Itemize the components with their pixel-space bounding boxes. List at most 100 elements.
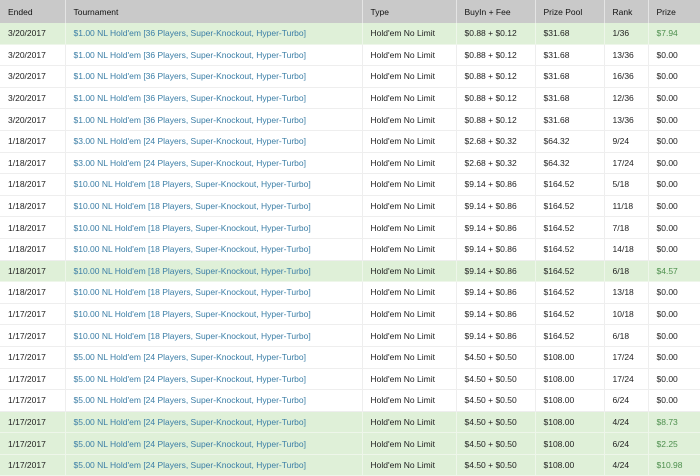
type-cell: Hold'em No Limit — [362, 130, 457, 153]
tournament-link[interactable]: $1.00 NL Hold'em [36 Players, Super-Knoc… — [65, 23, 363, 45]
ended-cell: 1/18/2017 — [0, 173, 66, 196]
tournament-link[interactable]: $10.00 NL Hold'em [18 Players, Super-Kno… — [65, 195, 363, 218]
rank-cell: 6/24 — [604, 389, 649, 412]
buyin-fee-cell: $9.14 + $0.86 — [456, 173, 536, 196]
type-cell: Hold'em No Limit — [362, 454, 457, 476]
buyin-fee-cell: $0.88 + $0.12 — [456, 87, 536, 110]
prize-pool-cell: $164.52 — [535, 281, 605, 304]
ended-cell: 1/18/2017 — [0, 130, 66, 153]
tournament-link[interactable]: $10.00 NL Hold'em [18 Players, Super-Kno… — [65, 260, 363, 283]
tournament-link[interactable]: $5.00 NL Hold'em [24 Players, Super-Knoc… — [65, 432, 363, 455]
ended-cell: 1/17/2017 — [0, 454, 66, 476]
column-header-type[interactable]: Type — [362, 0, 457, 23]
prize-cell: $0.00 — [648, 44, 700, 67]
prize-pool-cell: $31.68 — [535, 65, 605, 88]
type-cell: Hold'em No Limit — [362, 303, 457, 326]
buyin-fee-cell: $4.50 + $0.50 — [456, 411, 536, 434]
ended-cell: 3/20/2017 — [0, 87, 66, 110]
column-header-prize[interactable]: Prize — [648, 0, 700, 23]
buyin-fee-cell: $2.68 + $0.32 — [456, 130, 536, 153]
table-row: 1/17/2017 $5.00 NL Hold'em [24 Players, S… — [0, 389, 700, 412]
tournament-link[interactable]: $3.00 NL Hold'em [24 Players, Super-Knoc… — [65, 130, 363, 153]
prize-cell: $8.73 — [648, 411, 700, 434]
rank-cell: 4/24 — [604, 454, 649, 476]
tournament-link[interactable]: $1.00 NL Hold'em [36 Players, Super-Knoc… — [65, 65, 363, 88]
prize-cell: $0.00 — [648, 195, 700, 218]
prize-cell: $0.00 — [648, 368, 700, 391]
ended-cell: 1/17/2017 — [0, 346, 66, 369]
tournament-link[interactable]: $5.00 NL Hold'em [24 Players, Super-Knoc… — [65, 454, 363, 476]
prize-cell: $0.00 — [648, 152, 700, 175]
tournament-link[interactable]: $10.00 NL Hold'em [18 Players, Super-Kno… — [65, 216, 363, 239]
buyin-fee-cell: $0.88 + $0.12 — [456, 65, 536, 88]
ended-cell: 1/18/2017 — [0, 238, 66, 261]
tournament-link[interactable]: $10.00 NL Hold'em [18 Players, Super-Kno… — [65, 238, 363, 261]
buyin-fee-cell: $9.14 + $0.86 — [456, 303, 536, 326]
tournament-link[interactable]: $10.00 NL Hold'em [18 Players, Super-Kno… — [65, 324, 363, 347]
rank-cell: 13/36 — [604, 108, 649, 131]
type-cell: Hold'em No Limit — [362, 23, 457, 45]
rank-cell: 13/36 — [604, 44, 649, 67]
prize-cell: $10.98 — [648, 454, 700, 476]
rank-cell: 6/18 — [604, 260, 649, 283]
type-cell: Hold'em No Limit — [362, 411, 457, 434]
prize-cell: $4.57 — [648, 260, 700, 283]
buyin-fee-cell: $2.68 + $0.32 — [456, 152, 536, 175]
ended-cell: 1/18/2017 — [0, 195, 66, 218]
table-row: 1/18/2017 $3.00 NL Hold'em [24 Players, S… — [0, 152, 700, 175]
rank-cell: 7/18 — [604, 216, 649, 239]
ended-cell: 1/18/2017 — [0, 281, 66, 304]
type-cell: Hold'em No Limit — [362, 173, 457, 196]
prize-cell: $0.00 — [648, 346, 700, 369]
column-header-prize-pool[interactable]: Prize Pool — [535, 0, 605, 23]
table-row: 1/18/2017 $10.00 NL Hold'em [18 Players, … — [0, 195, 700, 218]
prize-cell: $0.00 — [648, 130, 700, 153]
table-row: 3/20/2017 $1.00 NL Hold'em [36 Players, S… — [0, 87, 700, 110]
rank-cell: 6/18 — [604, 324, 649, 347]
rank-cell: 13/18 — [604, 281, 649, 304]
ended-cell: 1/18/2017 — [0, 152, 66, 175]
rank-cell: 1/36 — [604, 23, 649, 45]
tournament-link[interactable]: $10.00 NL Hold'em [18 Players, Super-Kno… — [65, 173, 363, 196]
type-cell: Hold'em No Limit — [362, 324, 457, 347]
tournament-link[interactable]: $5.00 NL Hold'em [24 Players, Super-Knoc… — [65, 389, 363, 412]
prize-cell: $0.00 — [648, 173, 700, 196]
type-cell: Hold'em No Limit — [362, 108, 457, 131]
tournament-link[interactable]: $1.00 NL Hold'em [36 Players, Super-Knoc… — [65, 87, 363, 110]
type-cell: Hold'em No Limit — [362, 368, 457, 391]
tournament-link[interactable]: $3.00 NL Hold'em [24 Players, Super-Knoc… — [65, 152, 363, 175]
buyin-fee-cell: $9.14 + $0.86 — [456, 216, 536, 239]
buyin-fee-cell: $4.50 + $0.50 — [456, 432, 536, 455]
tournament-link[interactable]: $5.00 NL Hold'em [24 Players, Super-Knoc… — [65, 368, 363, 391]
rank-cell: 10/18 — [604, 303, 649, 326]
buyin-fee-cell: $0.88 + $0.12 — [456, 108, 536, 131]
tournament-link[interactable]: $10.00 NL Hold'em [18 Players, Super-Kno… — [65, 303, 363, 326]
ended-cell: 1/17/2017 — [0, 324, 66, 347]
tournament-link[interactable]: $10.00 NL Hold'em [18 Players, Super-Kno… — [65, 281, 363, 304]
rank-cell: 17/24 — [604, 346, 649, 369]
column-header-buyin-fee[interactable]: BuyIn + Fee — [456, 0, 536, 23]
column-header-ended[interactable]: Ended — [0, 0, 66, 23]
rank-cell: 4/24 — [604, 411, 649, 434]
prize-pool-cell: $164.52 — [535, 195, 605, 218]
prize-pool-cell: $108.00 — [535, 389, 605, 412]
tournament-link[interactable]: $1.00 NL Hold'em [36 Players, Super-Knoc… — [65, 108, 363, 131]
column-header-rank[interactable]: Rank — [604, 0, 649, 23]
table-row: 1/18/2017 $3.00 NL Hold'em [24 Players, S… — [0, 130, 700, 153]
table-row: 1/18/2017 $10.00 NL Hold'em [18 Players, … — [0, 173, 700, 196]
tournament-link[interactable]: $5.00 NL Hold'em [24 Players, Super-Knoc… — [65, 411, 363, 434]
tournament-link[interactable]: $5.00 NL Hold'em [24 Players, Super-Knoc… — [65, 346, 363, 369]
prize-cell: $0.00 — [648, 216, 700, 239]
prize-pool-cell: $108.00 — [535, 368, 605, 391]
type-cell: Hold'em No Limit — [362, 87, 457, 110]
column-header-tournament[interactable]: Tournament — [65, 0, 363, 23]
table-row: 1/17/2017 $5.00 NL Hold'em [24 Players, S… — [0, 432, 700, 455]
buyin-fee-cell: $9.14 + $0.86 — [456, 238, 536, 261]
buyin-fee-cell: $4.50 + $0.50 — [456, 454, 536, 476]
type-cell: Hold'em No Limit — [362, 260, 457, 283]
rank-cell: 6/24 — [604, 432, 649, 455]
prize-cell: $0.00 — [648, 238, 700, 261]
type-cell: Hold'em No Limit — [362, 152, 457, 175]
buyin-fee-cell: $0.88 + $0.12 — [456, 44, 536, 67]
tournament-link[interactable]: $1.00 NL Hold'em [36 Players, Super-Knoc… — [65, 44, 363, 67]
